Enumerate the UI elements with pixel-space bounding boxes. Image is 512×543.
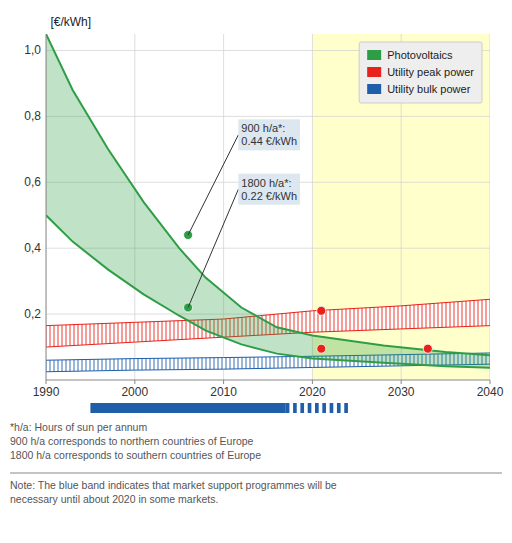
annotation-leaders: [188, 135, 238, 308]
x-tick-label: 2010: [210, 385, 237, 399]
x-tick: [312, 380, 313, 384]
text-line: 1800 h/a*:: [241, 177, 291, 189]
x-tick-label: 1990: [33, 385, 60, 399]
legend-swatch: [367, 67, 381, 77]
x-tick: [223, 380, 224, 384]
support-bar-solid: [90, 403, 285, 413]
grid-line-x: [46, 34, 47, 380]
legend-label: Photovoltaics: [387, 49, 453, 61]
support-bar-dash: [330, 403, 334, 413]
points: [184, 231, 433, 354]
x-tick: [46, 380, 47, 384]
point: [317, 306, 326, 315]
support-bar: [90, 403, 348, 413]
axes: 0,2 0,4 0,6 0,8 1,0 1990 2000 2010 2020 2030 2040: [24, 34, 503, 399]
x-tick-label: 2020: [299, 385, 326, 399]
footnote: 1800 h/a corresponds to southern countri…: [10, 449, 261, 461]
chart: 0,2 0,4 0,6 0,8 1,0 1990 2000 2010 2020 2030 2040 […: [0, 0, 512, 543]
support-bar-dash: [344, 403, 348, 413]
legend-label: Utility bulk power: [387, 83, 470, 95]
x-tick-label: 2000: [121, 385, 148, 399]
x-tick-label: 2040: [477, 385, 504, 399]
legend-swatch: [367, 84, 381, 94]
annotation-box: [238, 174, 300, 205]
grid: [46, 34, 490, 380]
legend: Photovoltaics Utility peak power Utility b…: [359, 42, 482, 103]
annotation-box: [238, 119, 300, 150]
series-area: [46, 34, 490, 368]
annotations: 900 h/a*:0.44 €/kWh 1800 h/a*:0.22 €/kWh: [238, 119, 300, 204]
area-fill: [46, 34, 490, 368]
y-tick-label: 0,2: [24, 307, 41, 321]
support-bar-dash: [286, 403, 290, 413]
support-bar-dash: [293, 403, 297, 413]
x-axis-line: [46, 380, 490, 381]
note: Note: The blue band indicates that marke…: [10, 479, 337, 505]
area-upper-line: [46, 34, 490, 355]
legend-box: [359, 42, 482, 103]
plot-area: [46, 34, 490, 380]
text-line: 900 h/a*:: [241, 122, 285, 134]
x-tick-label: 2030: [388, 385, 415, 399]
text-line: 0.44 €/kWh: [241, 135, 297, 147]
annotation-text: 900 h/a*:0.44 €/kWh: [241, 122, 297, 147]
y-tick-label: 0,4: [24, 241, 41, 255]
y-axis-label: [€/kWh]: [50, 15, 91, 29]
text-line: necessary until about 2020 in some marke…: [10, 493, 218, 505]
point: [423, 344, 432, 353]
support-bar-dash: [308, 403, 312, 413]
y-tick-label: 0,8: [24, 109, 41, 123]
x-tick: [490, 380, 491, 384]
annotation-leader: [188, 135, 238, 235]
x-tick: [134, 380, 135, 384]
footnote: *h/a: Hours of sun per annum: [10, 421, 147, 433]
text-line: 0.22 €/kWh: [241, 190, 297, 202]
support-bar-dash: [315, 403, 319, 413]
y-tick-label: 1,0: [24, 43, 41, 57]
support-bar-dash: [300, 403, 304, 413]
x-tick: [401, 380, 402, 384]
footnotes: *h/a: Hours of sun per annum 900 h/a corr…: [10, 421, 261, 461]
note-separator: [10, 473, 502, 474]
y-tick-label: 0,6: [24, 175, 41, 189]
support-bar-dash: [322, 403, 326, 413]
legend-swatch: [367, 50, 381, 60]
legend-label: Utility peak power: [387, 66, 474, 78]
point: [317, 344, 326, 353]
footnote: 900 h/a corresponds to northern countrie…: [10, 435, 254, 447]
annotation-text: 1800 h/a*:0.22 €/kWh: [241, 177, 297, 202]
text-line: Note: The blue band indicates that marke…: [10, 479, 337, 491]
grid-line-y: [46, 116, 490, 117]
grid-line-x: [490, 34, 491, 380]
area-lower-line: [46, 215, 490, 368]
y-axis-line: [46, 34, 47, 380]
support-bar-dash: [337, 403, 341, 413]
annotation-leader: [188, 189, 238, 307]
